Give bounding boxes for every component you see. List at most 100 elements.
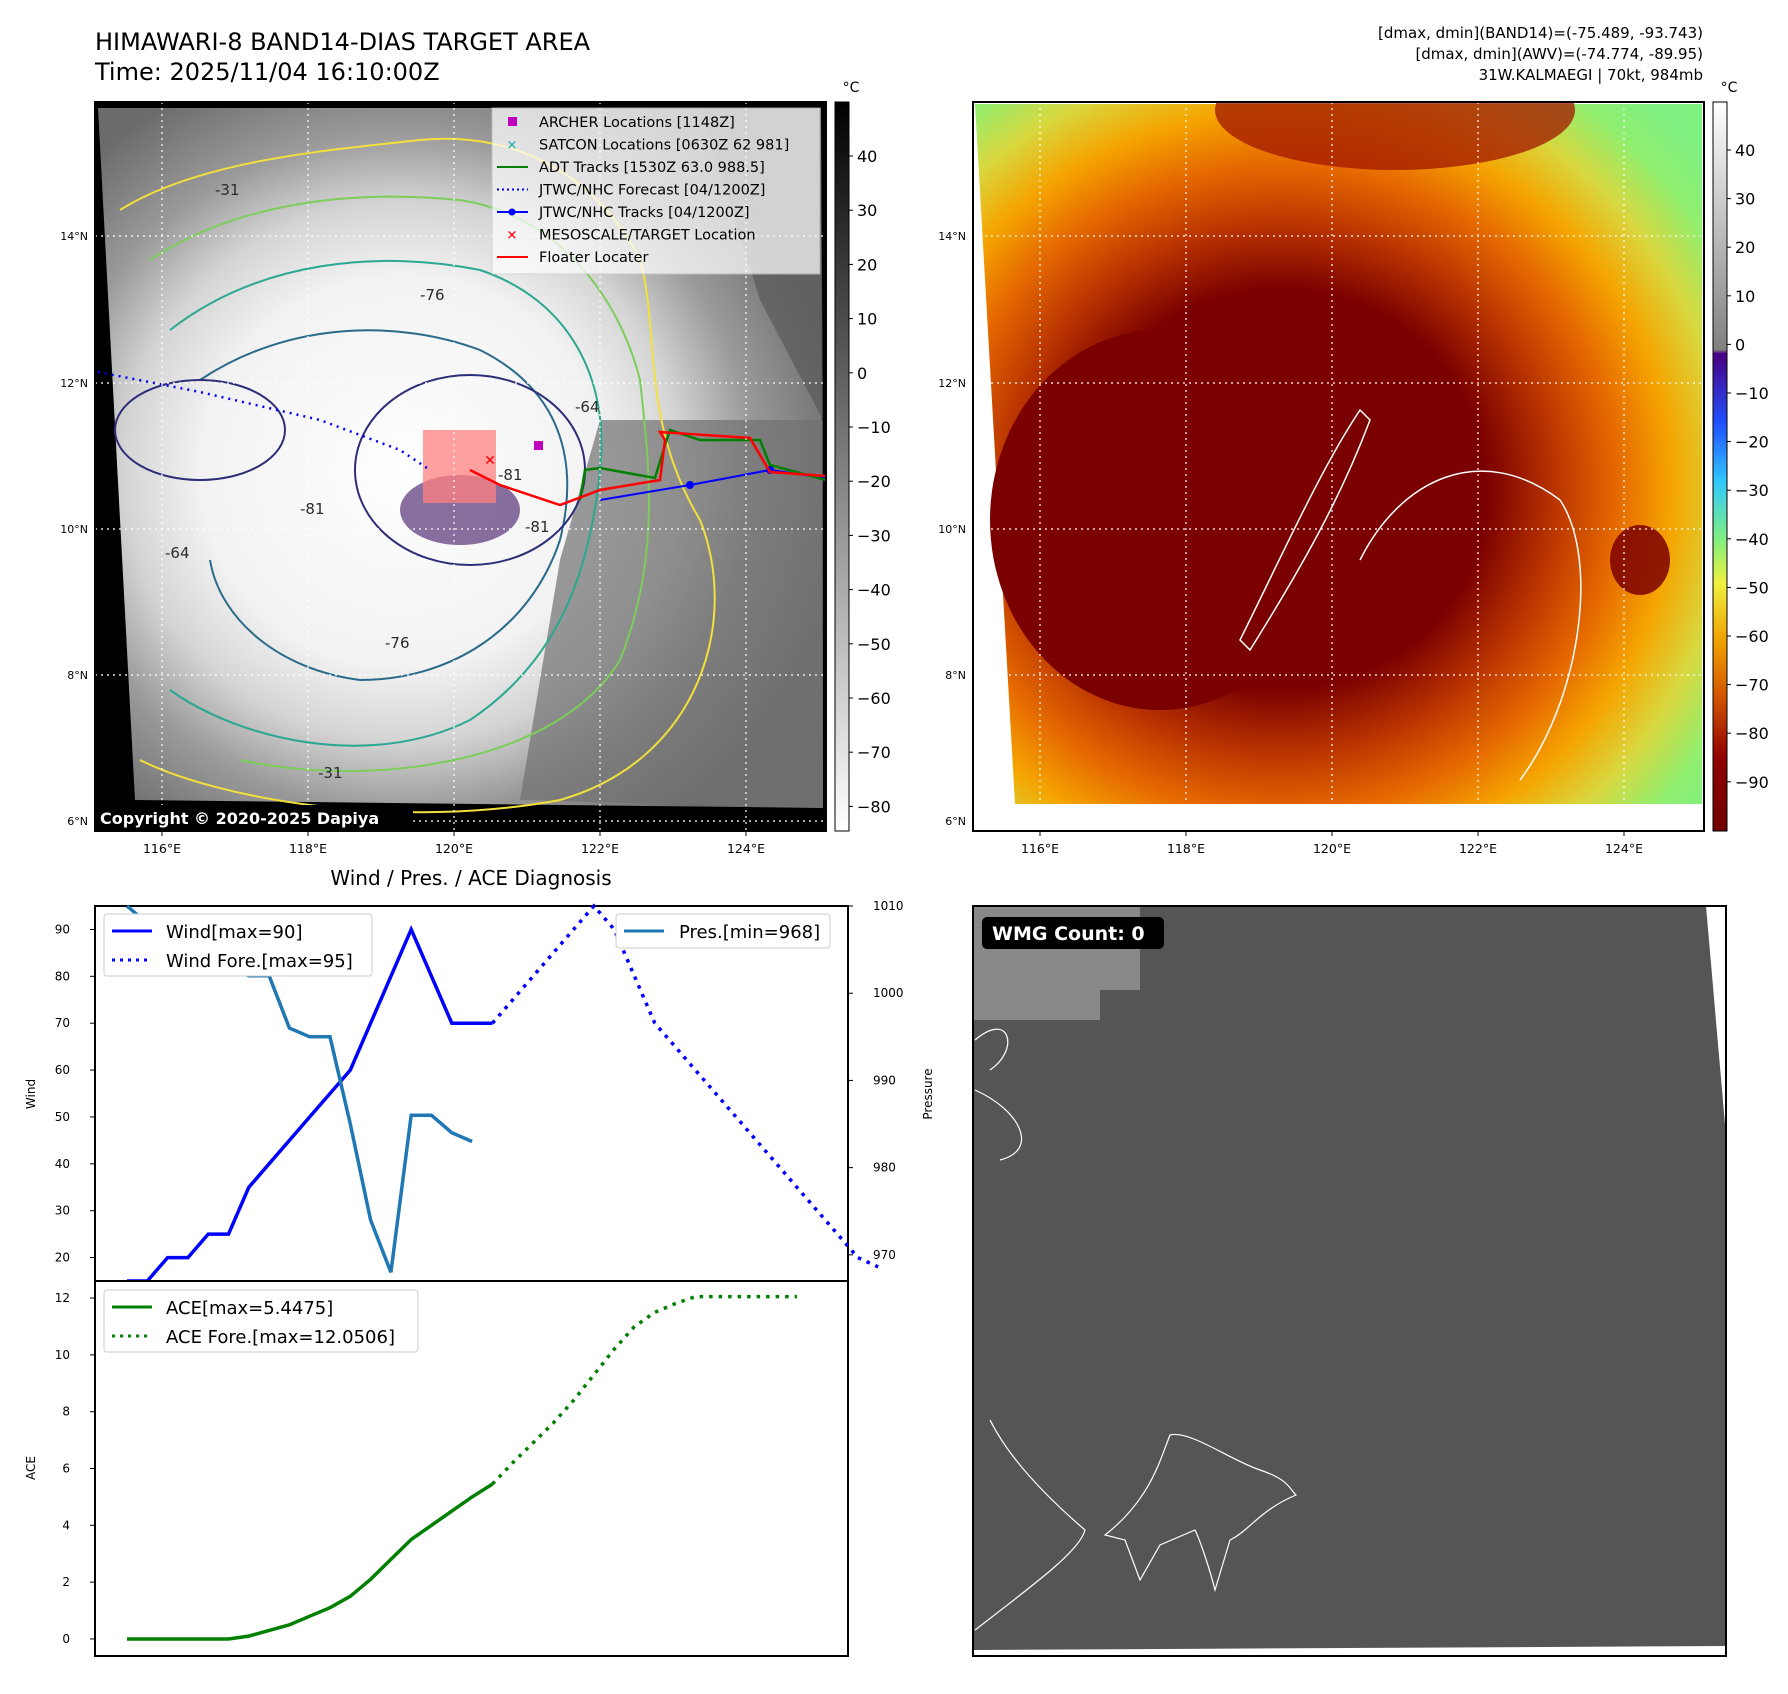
forecast-line: [491, 903, 879, 1269]
contour-teal: [169, 259, 603, 747]
colorbar-tick-label: −70: [1735, 676, 1769, 695]
legend-swatch: ✕: [507, 229, 518, 244]
color-colorbar-unit: °C: [1721, 80, 1738, 96]
contour-label: -81: [525, 518, 550, 536]
colorbar-tick-label: 30: [857, 201, 877, 220]
colorbar-tick-label: −20: [857, 472, 891, 491]
diagnosis-title: Wind / Pres. / ACE Diagnosis: [330, 866, 611, 890]
lat-tick-label: 14°N: [938, 230, 966, 243]
lon-tick-label: 118°E: [1167, 841, 1205, 856]
lat-tick-label: 6°N: [67, 815, 88, 828]
wind-axis-ticks: 20 30 40 50 60 70 80 90: [55, 922, 95, 1265]
lon-tick-label: 120°E: [1313, 841, 1351, 856]
colorbar-tick-label: 30: [1735, 190, 1755, 209]
wmg-field: [973, 906, 1726, 1650]
colorbar-tick-label: −90: [1735, 773, 1769, 792]
pres-legend-label: Pres.[min=968]: [679, 922, 820, 943]
y-tick-label: 6: [62, 1462, 70, 1476]
y-tick-label: 8: [62, 1405, 70, 1419]
diagnosis-panel: Wind / Pres. / ACE Diagnosis Wind Pressu…: [24, 866, 935, 1657]
jtwc-track-point: [686, 481, 694, 489]
colorbar-tick-label: −80: [857, 797, 891, 816]
colorbar-tick-label: −70: [857, 743, 891, 762]
lon-tick-label: 122°E: [1459, 841, 1497, 856]
y-tick-label: 20: [55, 1251, 70, 1265]
wind-legend: [103, 913, 373, 977]
color-core: [990, 330, 1330, 710]
colorbar-tick-label: −80: [1735, 724, 1769, 743]
legend-swatch: ✕: [507, 139, 518, 154]
y-tick-label: 60: [55, 1063, 70, 1077]
contour-label: -81: [300, 500, 325, 518]
lat-tick-label: 10°N: [60, 523, 88, 536]
pressure-axis-label: Pressure: [921, 1068, 935, 1119]
colorbar-tick-label: −60: [1735, 627, 1769, 646]
wmg-island-outline: [1103, 1433, 1298, 1593]
ace-axis-ticks: 0 2 4 6 8 10 12: [55, 1291, 95, 1646]
pressure-axis-ticks: 970 980 990 1000 1010: [848, 899, 904, 1262]
ace-legend: [103, 1289, 419, 1353]
lat-tick-label: 8°N: [67, 669, 88, 682]
figure-time: Time: 2025/11/04 16:10:00Z: [94, 58, 440, 86]
adt-track: [578, 428, 826, 501]
archer-marker: [534, 441, 543, 450]
colorbar-tick-label: −40: [857, 581, 891, 600]
colorbar-tick-label: −10: [1735, 384, 1769, 403]
colorbar-tick-label: 0: [857, 364, 867, 383]
lon-tick-label: 120°E: [435, 841, 473, 856]
colorbar-tick-label: −30: [1735, 481, 1769, 500]
wmg-coastline-nw: [974, 1028, 1022, 1161]
color-colorbar-ticks: 40 30 20 10 0 −10 −20 −30 −40 −50 −60 −70 −80 −90: [1727, 141, 1769, 792]
legend-label: JTWC/NHC Forecast [04/1200Z]: [538, 183, 765, 199]
wmg-count-badge: [982, 917, 1164, 949]
y-tick-label: 0: [62, 1632, 70, 1646]
info-awv: [dmax, dmin](AWV)=(-74.774, -89.95): [1415, 45, 1703, 63]
colorbar-tick-label: −30: [857, 526, 891, 545]
contour-label: -76: [420, 286, 445, 304]
wind-legend-label: Wind[max=90]: [166, 922, 303, 943]
contour-label: -31: [318, 764, 343, 782]
series-line: [127, 924, 493, 1283]
ace-legend-label: ACE[max=5.4475]: [166, 1298, 333, 1319]
ace-series: [127, 1294, 797, 1641]
y-tick-label: 970: [873, 1248, 896, 1262]
map-legend: [491, 107, 821, 275]
copyright-text: Copyright © 2020-2025 Dapiya: [100, 809, 379, 828]
legend-label: ADT Tracks [1530Z 63.0 988.5]: [539, 160, 765, 176]
y-tick-label: 80: [55, 969, 70, 983]
gray-colorbar-unit: °C: [843, 80, 860, 96]
contour-label: -31: [215, 181, 240, 199]
colorbar-tick-label: −10: [857, 418, 891, 437]
ace-fore-legend-label: ACE Fore.[max=12.0506]: [166, 1327, 395, 1348]
lat-tick-label: 14°N: [60, 230, 88, 243]
color-north-band: [1215, 102, 1575, 170]
target-marker: ✕: [484, 453, 496, 469]
gray-colorbar-ticks: 40 30 20 10 0 −10 −20 −30 −40 −50 −60 −70 −80: [849, 147, 891, 816]
contour-label: -64: [165, 544, 190, 562]
y-tick-label: 10: [55, 1348, 70, 1362]
ir-map-ticks: 116°E 118°E 120°E 122°E 124°E 14°N 12°N 10°N 8°N…: [60, 230, 765, 856]
wind-axis-label: Wind: [24, 1079, 38, 1109]
pres-legend: [615, 913, 831, 949]
contour-steel: [199, 329, 569, 682]
lon-tick-label: 116°E: [1021, 841, 1059, 856]
colorbar-tick-label: 0: [1735, 335, 1745, 354]
ir-map-frame: [94, 101, 827, 832]
colorbar-tick-label: −20: [1735, 433, 1769, 452]
colorbar-tick-label: 10: [1735, 287, 1755, 306]
ir-contour-labels: -31 -31 -64 -64 -76 -76 -81 -81 -81: [165, 181, 600, 782]
lat-tick-label: 12°N: [60, 377, 88, 390]
info-band14: [dmax, dmin](BAND14)=(-75.489, -93.743): [1378, 24, 1703, 42]
floater-box: [423, 430, 496, 503]
lon-tick-label: 118°E: [289, 841, 327, 856]
map-legend-items: ARCHER Locations [1148Z] ✕ SATCON Location…: [497, 115, 789, 266]
colorbar-tick-label: 40: [1735, 141, 1755, 160]
lon-tick-label: 122°E: [581, 841, 619, 856]
contour-yellow: [119, 137, 716, 814]
lon-tick-label: 124°E: [1605, 841, 1643, 856]
color-colorbar-ramp: [1712, 101, 1728, 832]
lat-tick-label: 12°N: [938, 377, 966, 390]
color-map-ticks: 116°E 118°E 120°E 122°E 124°E 14°N 12°N 10°N 8°N…: [938, 230, 1643, 856]
contour-green: [149, 195, 650, 773]
